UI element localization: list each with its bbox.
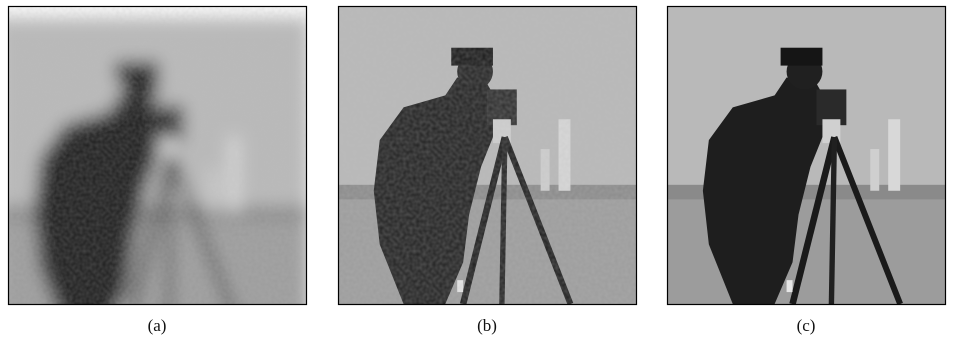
panel-b: (b) [337, 5, 638, 335]
panel-a: (a) [7, 5, 308, 335]
image-b [338, 6, 636, 304]
image-a [8, 6, 306, 304]
panel-c: (c) [666, 5, 954, 335]
panel-label: (c) [797, 316, 816, 335]
panel-label: (b) [477, 316, 497, 335]
image-c [667, 6, 954, 304]
frame [7, 5, 308, 306]
frame [666, 5, 947, 306]
panel-label: (a) [148, 316, 167, 335]
frame [337, 5, 638, 306]
